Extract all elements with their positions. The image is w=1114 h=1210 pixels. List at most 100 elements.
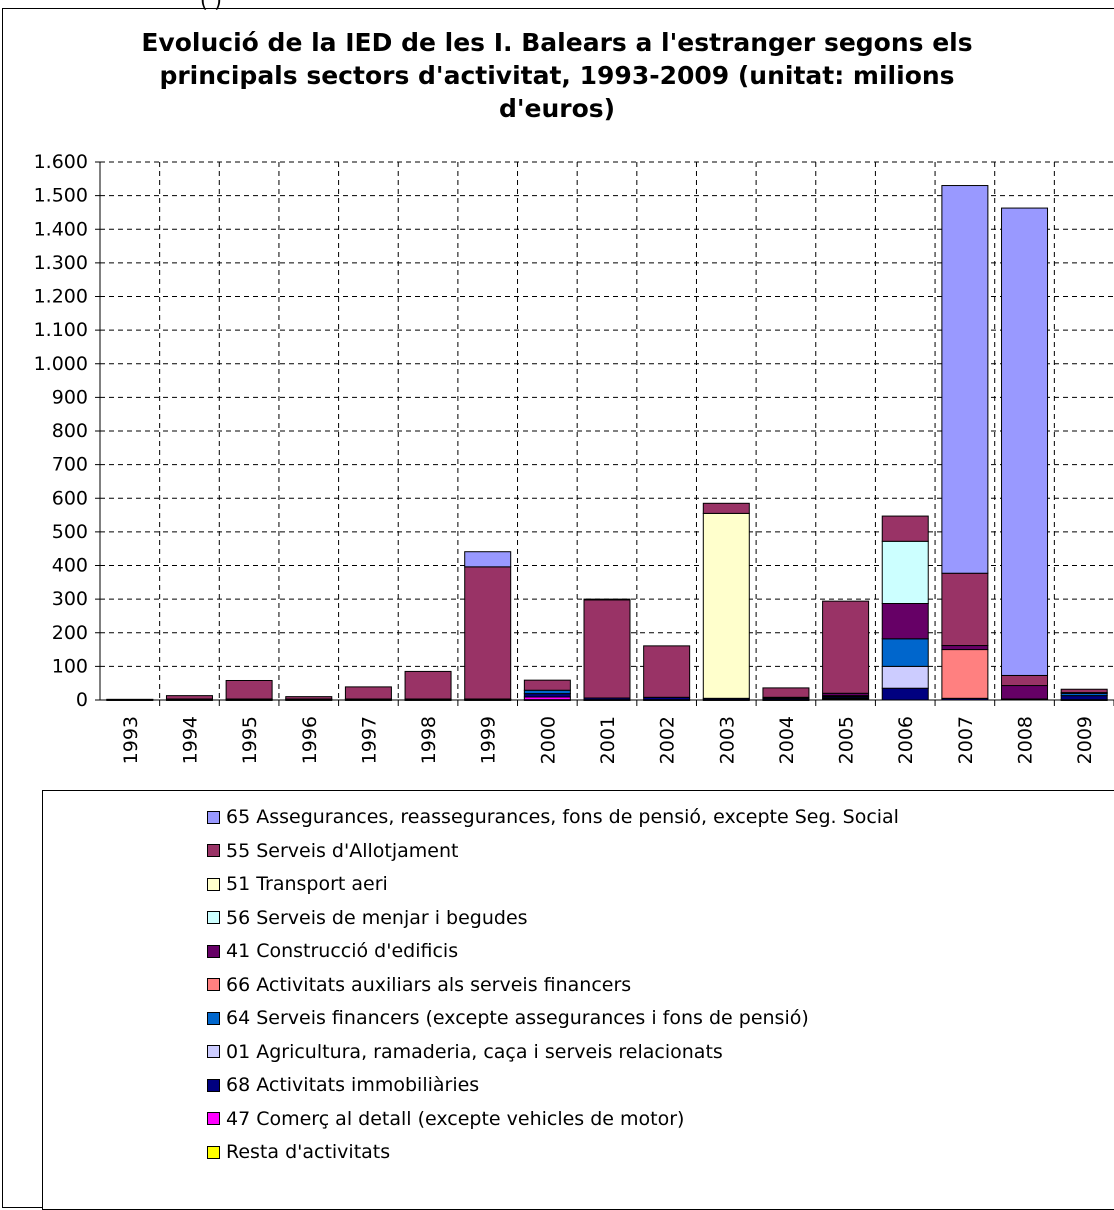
x-tick-label: 2001 [597, 716, 619, 764]
legend-item: 56 Serveis de menjar i begudes [207, 903, 528, 933]
bar-segment [1060, 688, 1108, 694]
chart-title-line: principals sectors d'activitat, 1993-200… [159, 61, 955, 90]
legend-label: 65 Assegurances, reassegurances, fons de… [226, 806, 899, 828]
x-tick-label: 2000 [537, 716, 559, 764]
y-tick-label: 400 [52, 555, 88, 577]
x-tick-label: 2006 [895, 716, 917, 764]
legend-label: 64 Serveis financers (excepte asseguranc… [226, 1007, 809, 1029]
legend-item: 41 Construcció d'edificis [207, 936, 458, 966]
bar-segment [643, 645, 691, 698]
bar-segment [881, 638, 929, 667]
y-tick-label: 100 [52, 655, 88, 677]
bar-segment [881, 602, 929, 640]
y-tick-label: 900 [52, 386, 88, 408]
bar-segment [941, 185, 989, 574]
y-tick-label: 800 [52, 420, 88, 442]
legend-item: 55 Serveis d'Allotjament [207, 836, 458, 866]
legend-label: 51 Transport aeri [226, 873, 388, 895]
y-tick-label: 1.300 [34, 252, 88, 274]
y-tick-label: 1.200 [34, 286, 88, 308]
legend-swatch [207, 844, 220, 857]
bar-segment [762, 687, 810, 698]
legend-swatch [207, 1112, 220, 1125]
chart-title: Evolució de la IED de les I. Balears a l… [0, 26, 1114, 125]
x-tick-label: 1999 [478, 716, 500, 764]
bar-segment [881, 665, 929, 689]
x-tick-label: 2007 [955, 716, 977, 764]
y-tick-label: 500 [52, 521, 88, 543]
bar-segment [1001, 674, 1049, 687]
legend-label: 55 Serveis d'Allotjament [226, 839, 459, 862]
x-tick-label: 1994 [179, 716, 201, 764]
legend-label: 66 Activitats auxiliars als serveis fina… [226, 973, 632, 996]
x-tick-label: 2002 [657, 716, 679, 764]
legend-item: 65 Assegurances, reassegurances, fons de… [207, 802, 899, 832]
legend-item: 47 Comerç al detall (excepte vehicles de… [207, 1104, 684, 1134]
bar-segment [464, 566, 512, 700]
legend-label: 01 Agricultura, ramaderia, caça i servei… [226, 1040, 723, 1063]
bar-segment [583, 598, 631, 601]
bar-segment [702, 512, 750, 699]
y-tick-label: 300 [52, 588, 88, 610]
x-tick-label: 2008 [1015, 716, 1037, 764]
x-tick-label: 2009 [1074, 716, 1096, 764]
x-tick-label: 2003 [716, 716, 738, 764]
legend-item: 64 Serveis financers (excepte asseguranc… [207, 1003, 809, 1033]
bar-segment [464, 551, 512, 568]
bar-segment [941, 645, 989, 651]
x-tick-label: 2004 [776, 716, 798, 764]
legend-swatch [207, 877, 220, 891]
legend-swatch [207, 1045, 220, 1058]
y-tick-label: 700 [52, 454, 88, 476]
bar-segment [1060, 695, 1108, 701]
bar-segment [941, 649, 989, 699]
bar-segment [523, 693, 571, 698]
chart-title-line: Evolució de la IED de les I. Balears a l… [141, 28, 973, 57]
y-tick-label: 1.500 [34, 185, 88, 207]
bar-segment [225, 679, 273, 700]
y-tick-label: 200 [52, 622, 88, 644]
legend-swatch [207, 944, 220, 958]
legend-label: 47 Comerç al detall (excepte vehicles de… [226, 1107, 685, 1130]
chart-title-line: d'euros) [498, 94, 616, 123]
bar-segment [404, 670, 452, 700]
bar-segment [881, 687, 929, 701]
legend-swatch [207, 911, 220, 924]
y-tick-label: 1.000 [34, 353, 88, 375]
bar-segment [1001, 207, 1049, 676]
x-tick-label: 2005 [836, 716, 858, 764]
legend-swatch [207, 978, 220, 991]
legend-item: 68 Activitats immobiliàries [207, 1070, 479, 1100]
bar-chart: 0 100 200 300 400 500 600 700 800 900 1.000 1.100 1.… [34, 151, 1114, 764]
x-tick-label: 1993 [120, 716, 142, 764]
legend-label: 41 Construcció d'edificis [226, 940, 459, 962]
legend-item: 66 Activitats auxiliars als serveis fina… [207, 970, 631, 1000]
y-tick-label: 1.400 [34, 218, 88, 240]
legend-item: Resta d'activitats [207, 1137, 390, 1167]
bar-segment [344, 686, 392, 700]
legend: 65 Assegurances, reassegurances, fons de… [42, 790, 1114, 1210]
x-tick-label: 1998 [418, 716, 440, 764]
y-tick-label: 0 [76, 689, 88, 711]
legend-label: 56 Serveis de menjar i begudes [226, 906, 528, 929]
legend-label: 68 Activitats immobiliàries [226, 1074, 480, 1096]
legend-item: 51 Transport aeri [207, 869, 388, 899]
bar-segment [523, 689, 571, 695]
legend-label: Resta d'activitats [226, 1141, 391, 1163]
bar-segment [702, 502, 750, 514]
x-tick-label: 1997 [358, 716, 380, 764]
legend-item: 01 Agricultura, ramaderia, caça i servei… [207, 1037, 723, 1067]
bar-segment [881, 540, 929, 604]
bar-segment [523, 679, 571, 691]
x-tick-label: 1995 [239, 716, 261, 764]
bar-segment [165, 695, 213, 700]
y-tick-label: 600 [52, 487, 88, 509]
legend-swatch [207, 810, 220, 824]
legend-swatch [207, 1145, 220, 1159]
bar-segment [941, 572, 989, 647]
x-tick-label: 1996 [299, 716, 321, 764]
bar-segment [881, 515, 929, 542]
bar-segment [583, 599, 631, 699]
bar-segment [822, 600, 870, 694]
legend-swatch [207, 1078, 220, 1092]
